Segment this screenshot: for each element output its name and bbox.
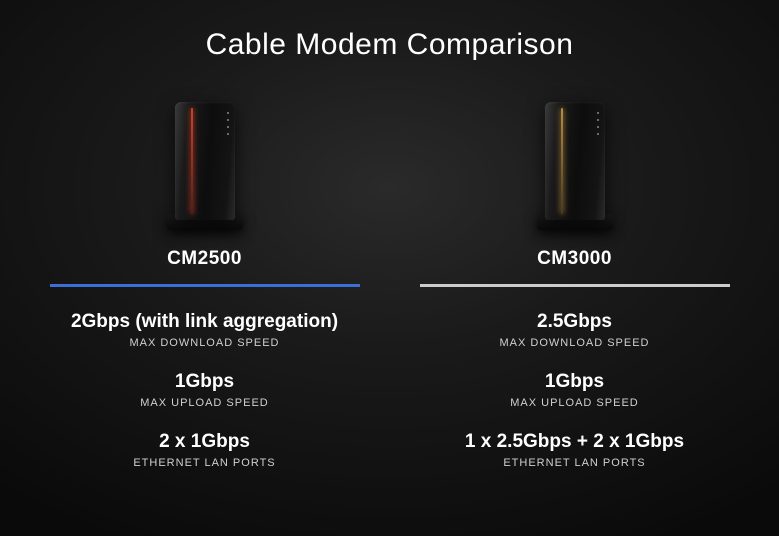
divider bbox=[50, 284, 360, 287]
spec-ports: 1 x 2.5Gbps + 2 x 1Gbps ETHERNET LAN POR… bbox=[465, 431, 684, 469]
spec-ports: 2 x 1Gbps ETHERNET LAN PORTS bbox=[133, 431, 275, 469]
page-title: Cable Modem Comparison bbox=[40, 28, 739, 62]
spec-value: 2 x 1Gbps bbox=[133, 431, 275, 453]
spec-label: MAX UPLOAD SPEED bbox=[140, 397, 268, 409]
divider bbox=[420, 284, 730, 287]
model-name: CM3000 bbox=[537, 248, 612, 270]
spec-download: 2Gbps (with link aggregation) MAX DOWNLO… bbox=[71, 311, 338, 349]
spec-upload: 1Gbps MAX UPLOAD SPEED bbox=[510, 371, 638, 409]
spec-value: 2.5Gbps bbox=[499, 311, 649, 333]
device-illustration bbox=[167, 80, 243, 230]
spec-label: ETHERNET LAN PORTS bbox=[465, 457, 684, 469]
product-columns: CM2500 2Gbps (with link aggregation) MAX… bbox=[40, 80, 739, 491]
product-column-cm3000: CM3000 2.5Gbps MAX DOWNLOAD SPEED 1Gbps … bbox=[420, 80, 730, 491]
spec-value: 1Gbps bbox=[140, 371, 268, 393]
spec-label: MAX DOWNLOAD SPEED bbox=[499, 337, 649, 349]
model-name: CM2500 bbox=[167, 248, 242, 270]
device-led-strip bbox=[191, 108, 193, 214]
device-illustration bbox=[537, 80, 613, 230]
spec-value: 1 x 2.5Gbps + 2 x 1Gbps bbox=[465, 431, 684, 453]
comparison-infographic: Cable Modem Comparison CM2500 2Gbps (wit… bbox=[0, 0, 779, 536]
spec-label: MAX DOWNLOAD SPEED bbox=[71, 337, 338, 349]
spec-label: MAX UPLOAD SPEED bbox=[510, 397, 638, 409]
device-led-strip bbox=[561, 108, 563, 214]
spec-download: 2.5Gbps MAX DOWNLOAD SPEED bbox=[499, 311, 649, 349]
product-column-cm2500: CM2500 2Gbps (with link aggregation) MAX… bbox=[50, 80, 360, 491]
spec-label: ETHERNET LAN PORTS bbox=[133, 457, 275, 469]
spec-upload: 1Gbps MAX UPLOAD SPEED bbox=[140, 371, 268, 409]
spec-value: 2Gbps (with link aggregation) bbox=[71, 311, 338, 333]
spec-value: 1Gbps bbox=[510, 371, 638, 393]
